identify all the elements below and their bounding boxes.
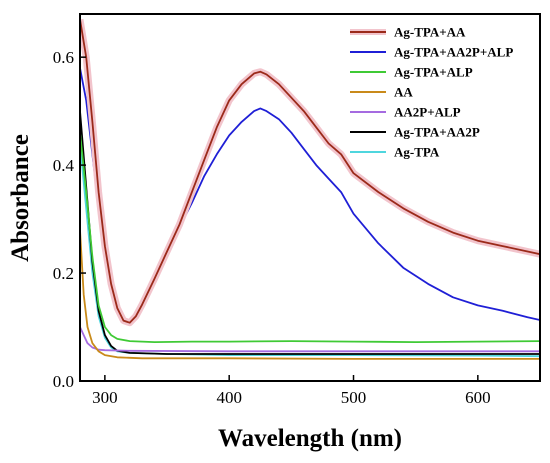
legend-label: AA2P+ALP [394,105,461,120]
legend-item-ag-tpa-aa2p-alp: Ag-TPA+AA2P+ALP [350,45,513,60]
series-line-aa [80,229,540,360]
x-tick-label-300: 300 [92,388,118,407]
x-tick-label-600: 600 [465,388,491,407]
y-tick-label-0: 0.0 [53,372,74,391]
series-line-ag-tpa-aa [80,19,540,324]
curves-layer [80,18,540,360]
legend: Ag-TPA+AA Ag-TPA+AA2P+ALP Ag-TPA+ALP AA AA2P… [350,25,513,160]
legend-item-ag-tpa: Ag-TPA [350,145,440,160]
series-line-aa2p-alp [80,326,540,353]
legend-item-aa2p-alp: AA2P+ALP [350,105,461,120]
y-tick-label-3: 0.6 [53,48,74,67]
series-line-ag-tpa-aa2p [80,111,540,355]
legend-label: AA [394,85,413,100]
legend-label: Ag-TPA+AA2P+ALP [394,45,513,60]
plot-frame [79,13,541,382]
ticks-layer: 300 400 500 600 0.0 0.2 0.4 0.6 [53,48,491,407]
legend-item-ag-tpa-aa2p: Ag-TPA+AA2P [350,125,480,140]
series-line-ag-tpa-alp [80,132,540,343]
legend-label: Ag-TPA+AA [394,25,466,40]
legend-item-ag-tpa-aa: Ag-TPA+AA [350,25,466,40]
x-axis-title: Wavelength (nm) [218,425,402,452]
y-tick-label-1: 0.2 [53,264,74,283]
legend-item-ag-tpa-alp: Ag-TPA+ALP [350,65,473,80]
legend-label: Ag-TPA [394,145,440,160]
x-tick-label-400: 400 [216,388,242,407]
series-line-ag-tpa [80,143,540,358]
x-tick-label-500: 500 [341,388,367,407]
legend-label: Ag-TPA+ALP [394,65,473,80]
y-tick-label-2: 0.4 [53,156,75,175]
legend-item-aa: AA [350,85,413,100]
y-axis-title: Absorbance [7,134,34,262]
legend-label: Ag-TPA+AA2P [394,125,480,140]
